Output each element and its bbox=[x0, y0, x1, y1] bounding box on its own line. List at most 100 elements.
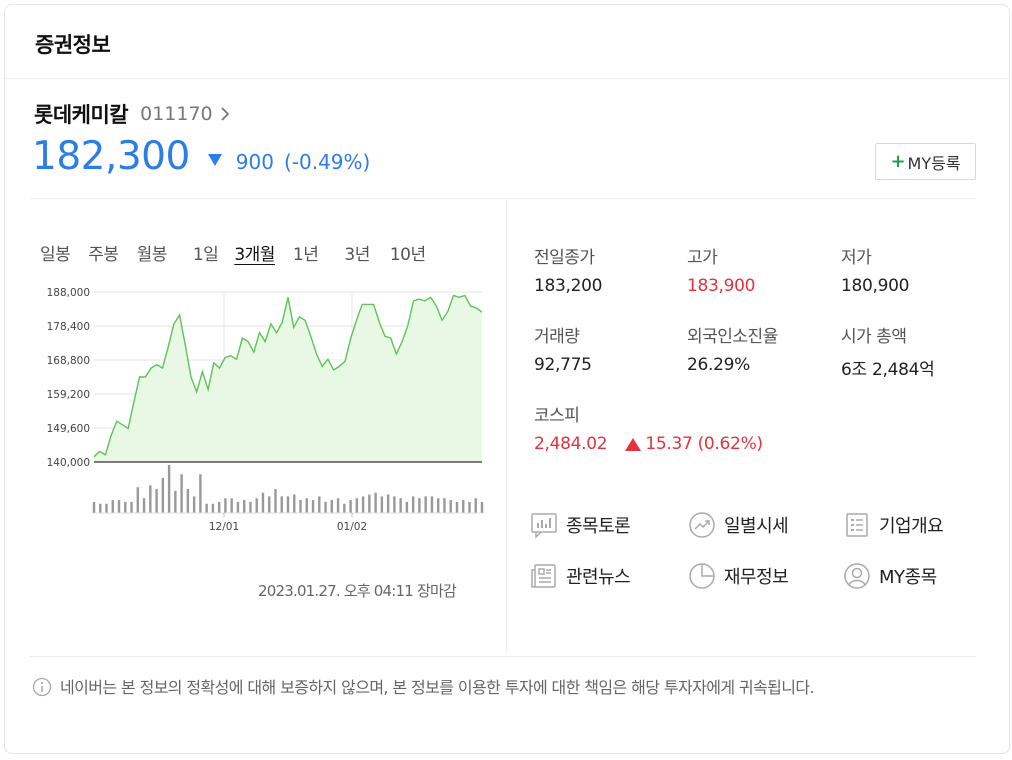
divider bbox=[30, 198, 976, 199]
x-tick-label: 12/01 bbox=[209, 521, 239, 533]
volume-bar bbox=[249, 501, 252, 513]
stat-foreign-ownership: 외국인소진율 26.29% bbox=[687, 322, 778, 375]
current-price: 182,300 bbox=[32, 134, 190, 179]
volume-bar bbox=[174, 490, 177, 513]
volume-bar bbox=[224, 498, 227, 513]
price-line bbox=[93, 294, 483, 458]
disclaimer-text: 네이버는 본 정보의 정확성에 대해 보증하지 않으며, 본 정보를 이용한 투… bbox=[60, 678, 815, 697]
stat-prev-close: 전일종가 183,200 bbox=[534, 243, 603, 296]
volume-bar bbox=[430, 496, 434, 513]
card-header: 증권정보 bbox=[5, 5, 1009, 79]
stock-name-row[interactable]: 롯데케미칼 011170 bbox=[34, 99, 231, 129]
tab-weekly-candle[interactable]: 주봉 bbox=[88, 245, 119, 265]
pie-chart-icon bbox=[689, 563, 715, 589]
period-tabs: 일봉 주봉 월봉 1일 3개월 1년 3년 10년 bbox=[40, 240, 426, 265]
tab-monthly-candle[interactable]: 월봉 bbox=[136, 245, 168, 265]
volume-bar bbox=[468, 501, 471, 513]
volume-bar bbox=[343, 503, 346, 513]
kospi-change: 15.37 (0.62%) bbox=[645, 434, 763, 454]
volume-bar bbox=[368, 494, 371, 513]
link-label: 종목토론 bbox=[566, 516, 631, 537]
volume-bar bbox=[274, 489, 277, 513]
market-close-timestamp: 2023.01.27. 오후 04:11 장마감 bbox=[258, 582, 457, 600]
volume-bar bbox=[474, 498, 477, 513]
link-company-overview[interactable]: 기업개요 bbox=[843, 511, 944, 539]
stat-value: 92,775 bbox=[534, 355, 592, 375]
volume-bar bbox=[336, 498, 340, 513]
volume-bar bbox=[124, 501, 127, 513]
stock-name[interactable]: 롯데케미칼 bbox=[34, 103, 129, 127]
discussion-icon bbox=[531, 513, 557, 539]
volume-bar bbox=[211, 503, 215, 513]
y-tick-label: 149,600 bbox=[47, 423, 90, 435]
volume-bar bbox=[261, 492, 265, 513]
stat-value: 183,900 bbox=[687, 276, 756, 296]
stat-label: 전일종가 bbox=[534, 248, 595, 268]
volume-bar bbox=[117, 500, 121, 513]
price-change: 900 bbox=[235, 150, 274, 174]
daily-price-icon bbox=[689, 512, 715, 538]
volume-bar bbox=[386, 494, 390, 513]
volume-bar bbox=[411, 496, 415, 513]
kospi-label: 코스피 bbox=[534, 406, 580, 426]
plus-icon: + bbox=[890, 151, 906, 172]
link-my-stocks[interactable]: MY종목 bbox=[843, 562, 937, 590]
link-financial-info[interactable]: 재무정보 bbox=[688, 562, 789, 590]
chevron-right-icon[interactable] bbox=[219, 106, 231, 122]
volume-bar bbox=[192, 496, 196, 513]
stat-volume: 거래량 92,775 bbox=[534, 322, 592, 375]
stat-value: 183,200 bbox=[534, 276, 603, 296]
my-register-button[interactable]: + MY등록 bbox=[875, 143, 976, 180]
volume-bar bbox=[380, 496, 384, 513]
volume-bar bbox=[142, 498, 146, 513]
volume-bar bbox=[149, 485, 152, 513]
tab-10-years[interactable]: 10년 bbox=[389, 245, 426, 265]
price-change-percent: (-0.49%) bbox=[283, 150, 371, 174]
info-icon bbox=[32, 677, 52, 697]
volume-bar bbox=[186, 489, 190, 513]
volume-bar bbox=[217, 501, 221, 513]
tab-daily-candle[interactable]: 일봉 bbox=[40, 245, 71, 265]
tab-1-year[interactable]: 1년 bbox=[292, 245, 319, 265]
divider bbox=[506, 198, 507, 653]
link-discussion[interactable]: 종목토론 bbox=[530, 511, 631, 539]
volume-bar bbox=[361, 496, 365, 513]
volume-bar bbox=[405, 501, 409, 513]
volume-bar bbox=[330, 500, 334, 513]
link-label: MY종목 bbox=[879, 567, 937, 588]
company-overview-icon bbox=[846, 513, 868, 537]
price-row: 182,300 900 (-0.49%) bbox=[32, 134, 370, 179]
stat-label: 외국인소진율 bbox=[687, 327, 778, 347]
volume-bar bbox=[268, 496, 271, 513]
kospi-value: 2,484.02 bbox=[534, 434, 608, 454]
stat-label: 시가 총액 bbox=[841, 327, 907, 347]
tab-3-months[interactable]: 3개월 bbox=[234, 245, 275, 265]
link-related-news[interactable]: 관련뉴스 bbox=[530, 562, 631, 590]
volume-bar bbox=[355, 498, 359, 513]
tab-1-day[interactable]: 1일 bbox=[192, 245, 219, 265]
stat-label: 저가 bbox=[841, 248, 872, 268]
link-label: 재무정보 bbox=[724, 567, 789, 588]
stock-code[interactable]: 011170 bbox=[140, 103, 213, 125]
volume-bar bbox=[418, 498, 421, 513]
stat-label: 거래량 bbox=[534, 327, 580, 347]
tab-3-years[interactable]: 3년 bbox=[344, 245, 370, 265]
volume-bar bbox=[462, 500, 465, 513]
stat-low: 저가 180,900 bbox=[841, 243, 910, 296]
volume-bar bbox=[230, 498, 233, 513]
index-up-icon bbox=[625, 437, 642, 451]
volume-bar bbox=[318, 496, 321, 513]
volume-bar bbox=[242, 500, 246, 513]
price-chart[interactable]: 188,000 178,400 168,800 159,200 149,600 140,0… bbox=[30, 280, 490, 540]
link-daily-price[interactable]: 일별시세 bbox=[688, 511, 789, 539]
volume-bar bbox=[180, 474, 183, 513]
user-icon bbox=[844, 563, 870, 589]
volume-bar bbox=[299, 500, 302, 513]
volume-bar bbox=[436, 498, 440, 513]
news-icon bbox=[531, 564, 556, 588]
y-tick-label: 168,800 bbox=[47, 355, 90, 367]
volume-bar bbox=[136, 487, 140, 513]
volume-bar bbox=[167, 465, 171, 513]
volume-bar bbox=[205, 503, 208, 513]
y-tick-label: 140,000 bbox=[47, 457, 90, 469]
